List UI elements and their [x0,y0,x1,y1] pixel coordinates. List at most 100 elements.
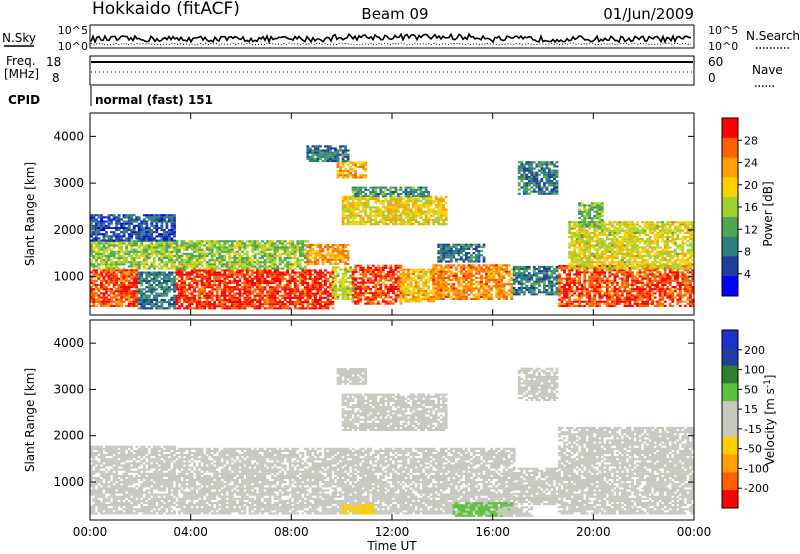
data-cell [525,284,529,287]
data-cell [125,304,128,307]
data-cell [553,278,556,281]
data-cell [590,296,594,299]
data-cell [308,252,312,255]
data-cell [163,246,166,249]
data-cell [520,286,524,289]
data-cell [180,303,184,306]
data-cell [452,283,456,286]
data-cell [291,240,295,243]
data-cell [261,282,264,285]
data-cell [595,302,599,305]
data-cell [583,250,587,253]
data-cell [600,242,604,245]
data-cell [122,261,126,264]
data-cell [306,273,310,276]
data-cell [573,290,576,293]
data-cell [213,242,217,245]
data-cell [618,288,622,291]
data-cell [543,284,546,287]
data-cell [490,274,493,277]
data-cell [155,248,159,251]
data-cell [137,261,141,264]
data-cell [366,271,370,274]
data-cell [583,248,587,251]
data-cell [555,280,559,283]
data-cell [570,221,574,224]
data-cell [137,290,141,293]
data-cell [593,283,597,286]
data-cell [545,293,549,296]
data-cell [92,288,96,291]
data-cell [583,254,587,257]
data-cell [439,274,443,277]
data-cell [173,303,176,306]
data-cell [467,274,471,277]
data-cell [472,266,476,269]
data-cell [273,286,277,289]
data-cell [595,290,599,293]
data-cell [198,242,201,245]
data-cell [210,288,214,291]
data-cell [215,248,219,251]
data-cell [611,269,614,272]
data-cell [497,287,501,290]
data-cell [538,291,541,294]
data-cell [303,279,307,282]
data-cell [422,277,425,280]
data-cell [203,275,206,278]
data-cell [361,294,365,297]
data-cell [311,243,315,246]
data-cell [472,295,476,298]
data-cell [457,264,461,267]
data-cell [565,277,569,280]
data-cell [286,257,290,260]
data-cell [470,266,473,269]
data-cell [263,271,267,274]
data-cell [636,298,639,301]
data-cell [334,248,337,251]
data-cell [487,276,491,279]
data-cell [107,300,111,303]
data-cell [278,273,282,276]
data-cell [218,298,222,301]
data-cell [105,250,108,253]
data-cell [490,268,493,271]
data-cell [193,288,196,291]
data-cell [314,262,317,265]
data-cell [402,296,405,299]
data-cell [248,305,252,308]
data-cell [117,283,121,286]
data-cell [439,266,443,269]
data-cell [168,244,171,247]
data-cell [578,248,581,251]
data-cell [407,277,410,280]
data-cell [638,279,642,282]
data-cell [208,277,212,280]
data-cell [127,275,131,278]
data-cell [120,244,123,247]
data-cell [180,279,184,282]
data-cell [643,277,647,280]
data-cell [293,250,297,253]
data-cell [573,242,576,245]
data-cell [346,289,350,292]
data-cell [92,267,96,270]
data-cell [236,263,239,266]
data-cell [558,283,561,286]
data-cell [278,246,282,249]
data-cell [105,259,108,262]
data-cell [185,273,189,276]
data-cell [404,300,408,303]
data-cell [266,271,269,274]
data-cell [135,302,139,305]
data-cell [535,274,539,277]
data-cell [253,277,257,280]
data-cell [389,275,393,278]
data-cell [397,296,400,299]
data-cell [663,269,667,272]
data-cell [658,271,662,274]
data-cell [213,294,217,297]
data-cell [626,296,629,299]
data-cell [97,288,101,291]
data-cell [150,292,154,295]
